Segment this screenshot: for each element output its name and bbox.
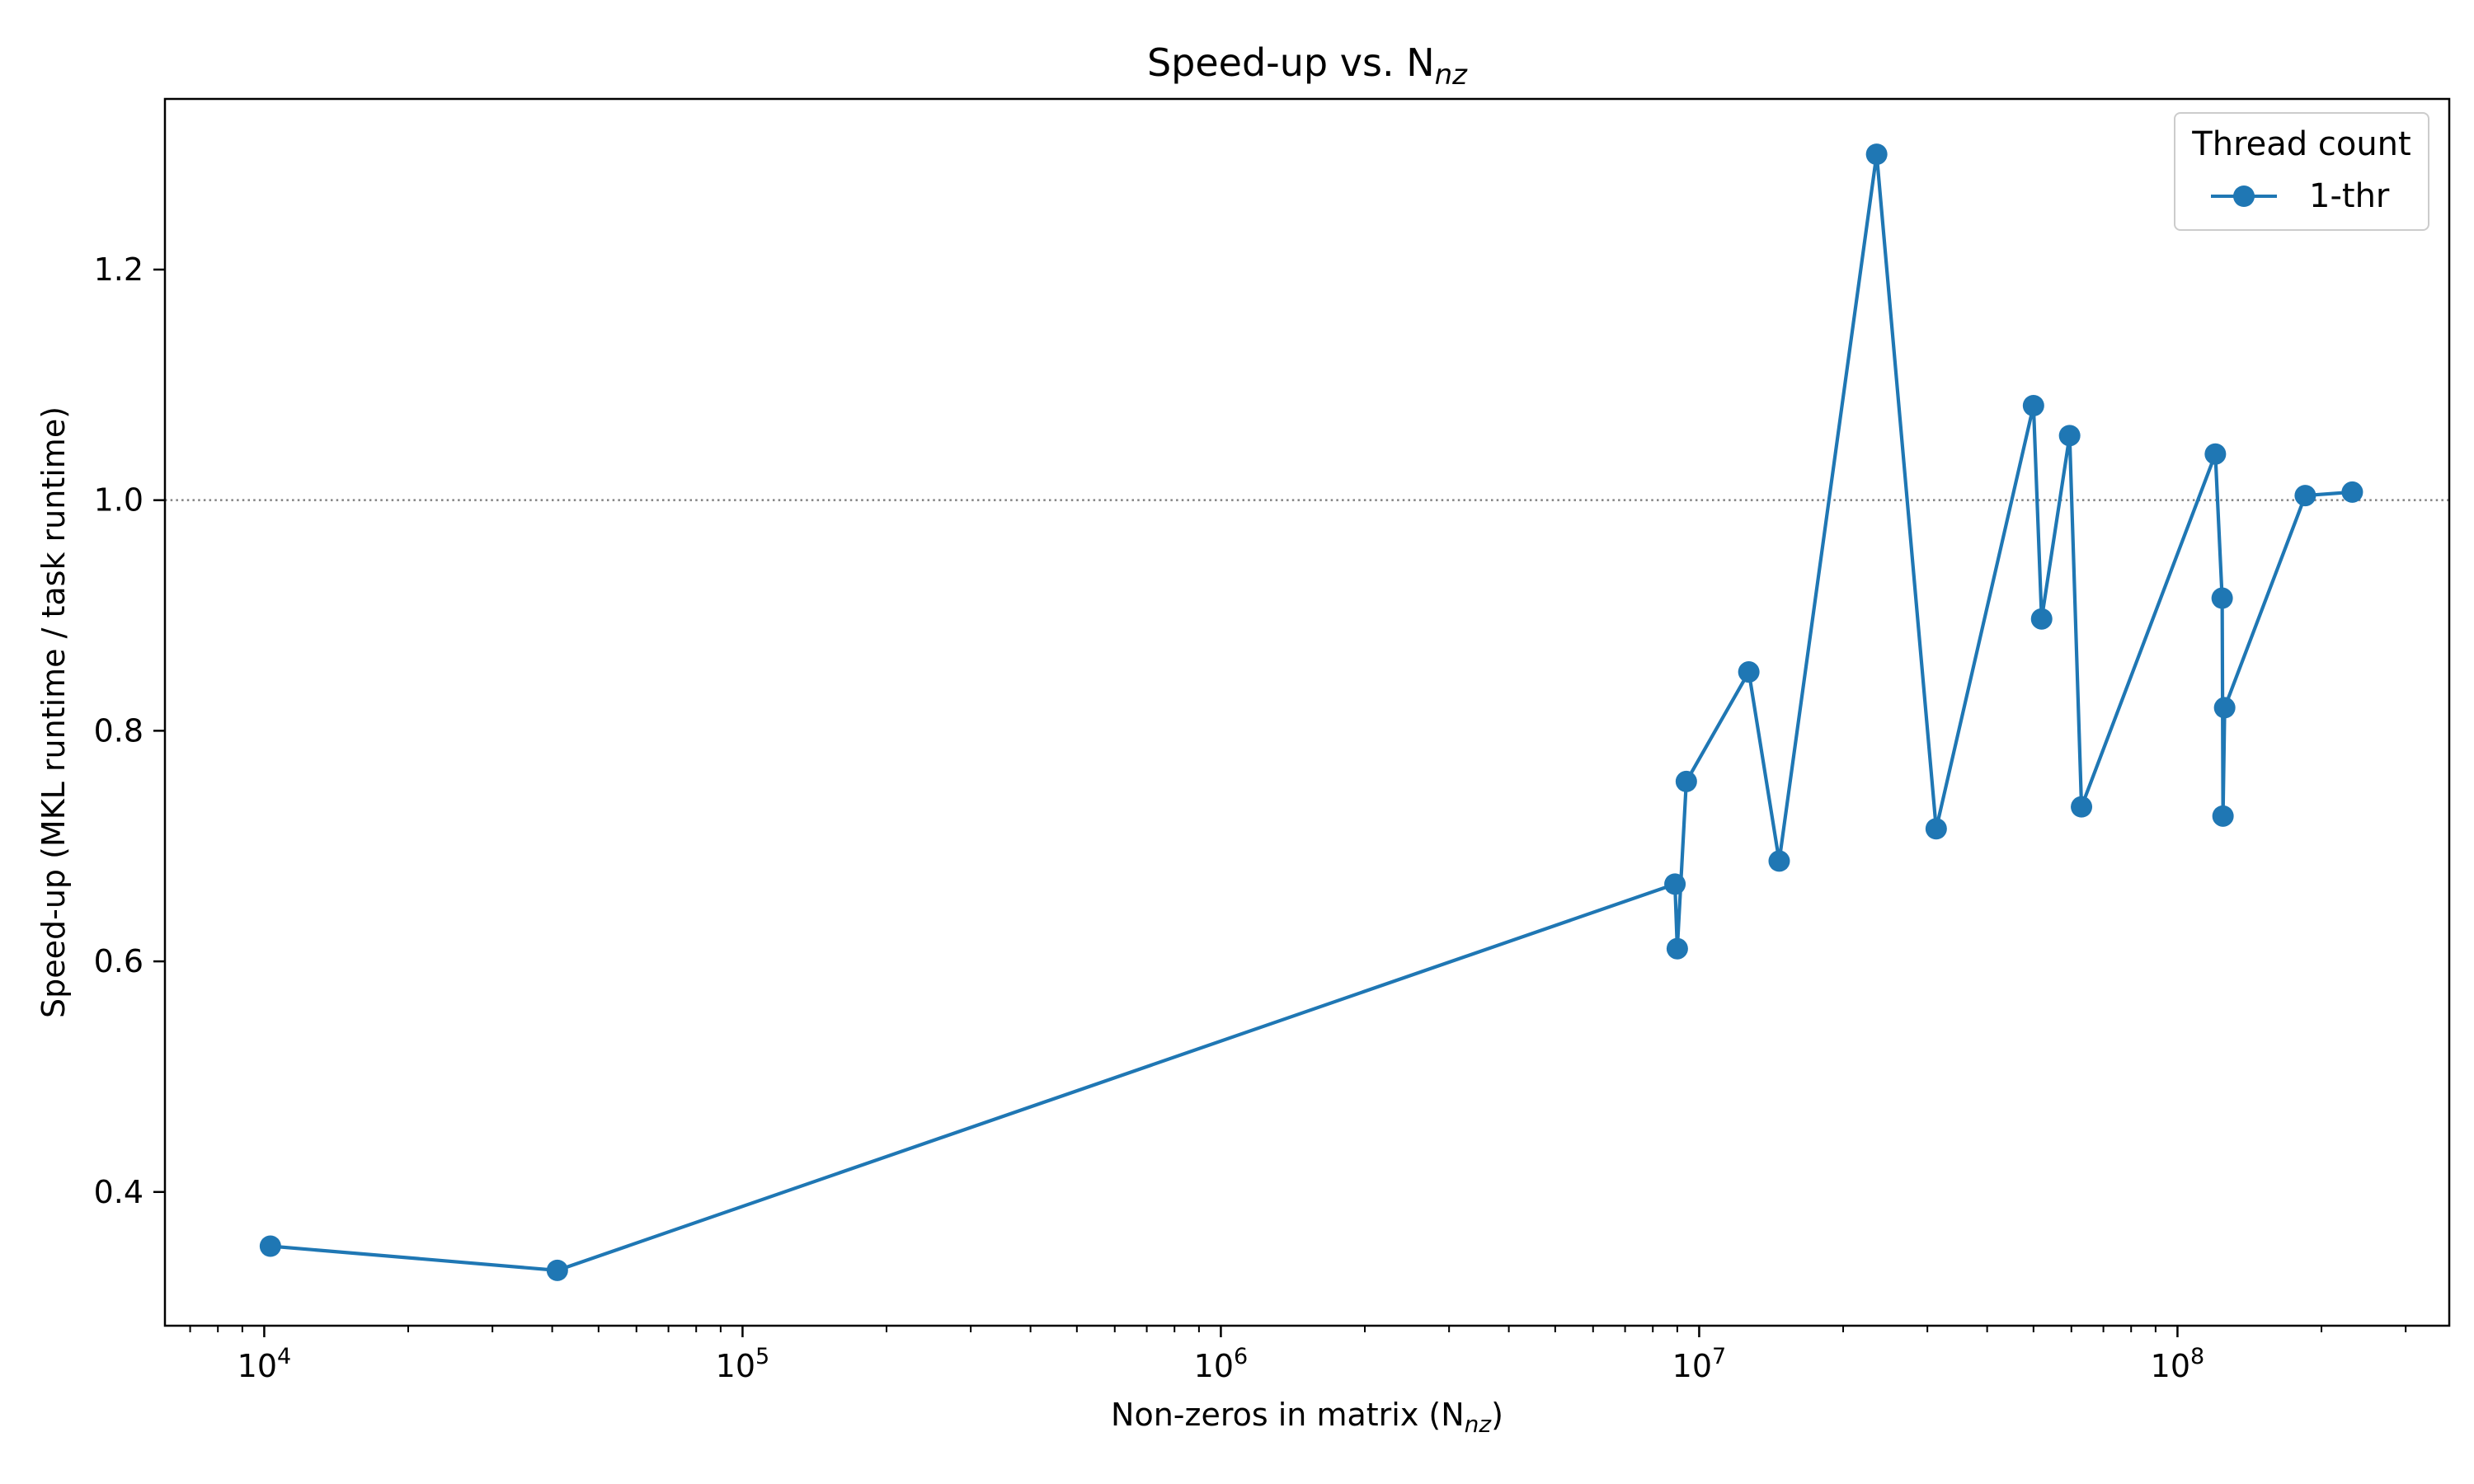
y-tick-label: 1.2	[94, 251, 143, 288]
data-point	[2212, 805, 2234, 827]
y-tick-label: 0.8	[94, 712, 143, 749]
data-point	[2030, 608, 2053, 630]
data-point	[1664, 873, 1686, 895]
x-axis-label: Non-zeros in matrix (Nnz)	[1111, 1397, 1503, 1438]
series-layer	[259, 143, 2363, 1281]
data-point	[2294, 485, 2316, 507]
data-point	[2022, 395, 2044, 416]
data-point	[2058, 425, 2081, 447]
data-point	[2341, 481, 2363, 503]
legend: Thread count 1-thr	[2174, 112, 2429, 231]
x-tick-label: 107	[1672, 1344, 1727, 1384]
data-point	[1768, 850, 1790, 872]
x-axis-ticks: 104 105 106 107 108	[189, 1326, 2407, 1384]
data-point	[2213, 697, 2236, 719]
data-point	[1675, 770, 1697, 792]
data-point	[1666, 937, 1688, 960]
y-axis-ticks: 0.4 0.6 0.8 1.0 1.2	[94, 251, 165, 1210]
y-tick-label: 1.0	[94, 482, 143, 519]
data-point	[2071, 796, 2093, 818]
x-tick-label: 104	[238, 1344, 292, 1384]
x-tick-label: 105	[716, 1344, 770, 1384]
data-point	[1865, 143, 1888, 166]
data-point	[1925, 818, 1947, 840]
legend-title: Thread count	[2191, 125, 2411, 163]
data-point	[2211, 587, 2233, 609]
chart-title: Speed-up vs. Nnz	[1147, 40, 1468, 92]
y-axis-label: Speed-up (MKL runtime / task runtime)	[35, 406, 72, 1018]
y-tick-label: 0.4	[94, 1174, 143, 1210]
x-tick-label: 106	[1194, 1344, 1249, 1384]
legend-series-marker	[2233, 186, 2255, 207]
x-tick-label: 108	[2151, 1344, 2205, 1384]
legend-series-label: 1-thr	[2309, 177, 2390, 215]
data-point	[2204, 443, 2227, 465]
data-point	[259, 1235, 281, 1257]
data-point	[1738, 661, 1760, 683]
data-point	[546, 1259, 568, 1281]
plot-frame	[163, 97, 2451, 1327]
y-tick-label: 0.6	[94, 943, 143, 979]
